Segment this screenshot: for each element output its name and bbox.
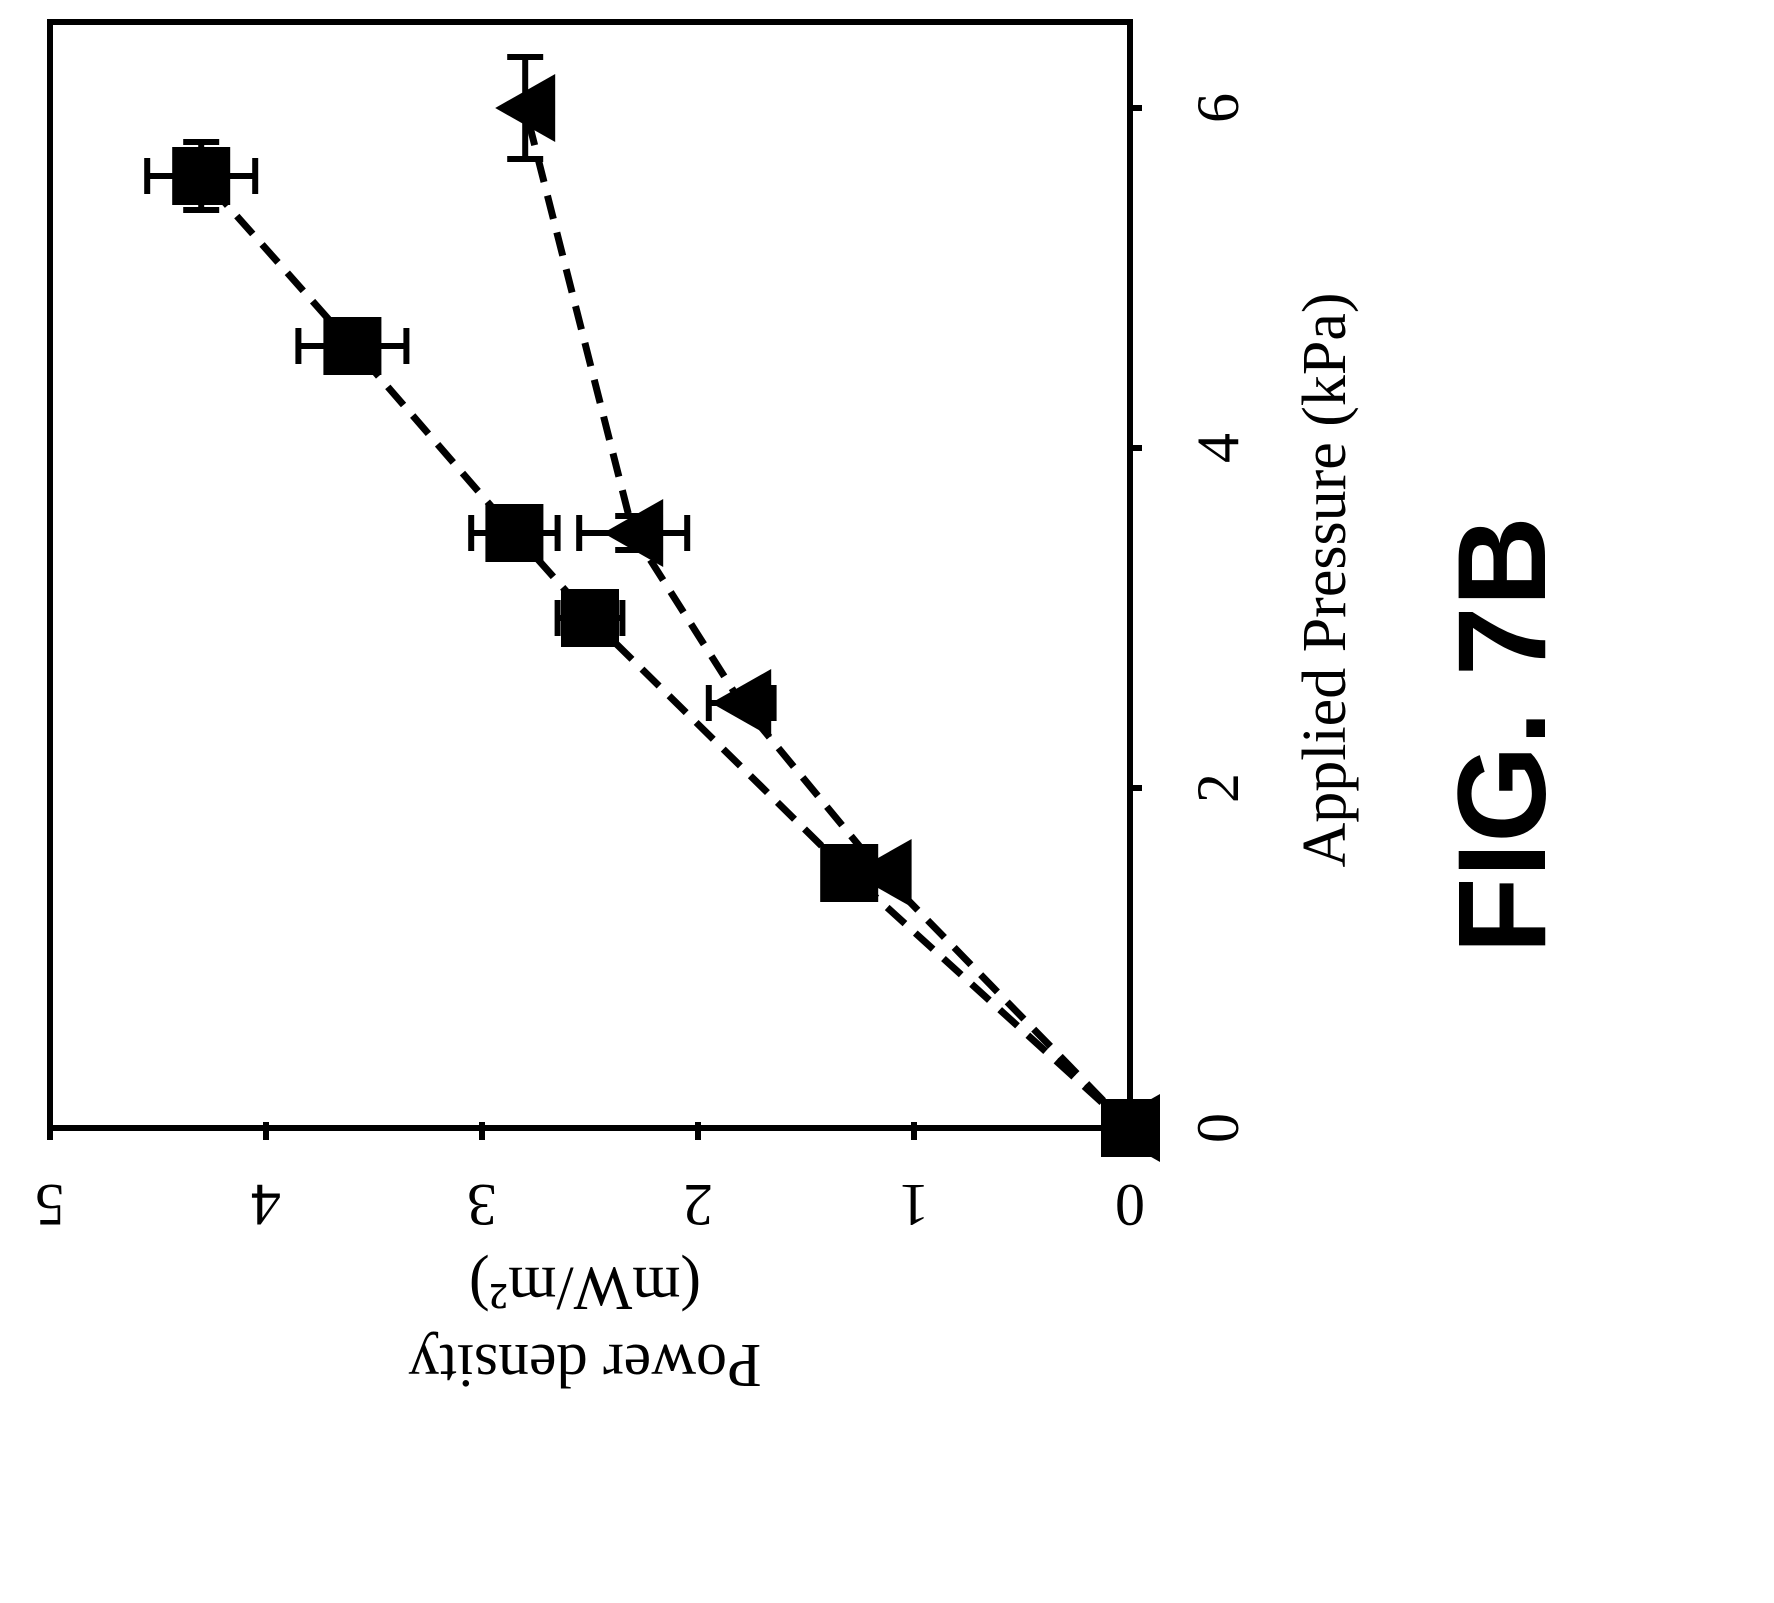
- triangle-marker: [711, 669, 772, 737]
- triangle-marker: [851, 839, 912, 907]
- triangle-marker: [495, 74, 556, 142]
- square-marker: [485, 504, 544, 562]
- x-tick-label: 6: [1185, 93, 1251, 123]
- y-tick-label: 4: [251, 1172, 281, 1238]
- y-axis-label-line1: Power density: [408, 1331, 761, 1399]
- y-tick-label: 5: [35, 1172, 65, 1238]
- x-axis-label: Applied Pressure (kPa): [1291, 292, 1359, 867]
- x-tick-label: 2: [1185, 773, 1251, 803]
- y-tick-label: 3: [467, 1172, 497, 1238]
- square-marker: [172, 147, 231, 205]
- square-marker: [561, 589, 619, 647]
- figure-label: FIG. 7B: [1433, 516, 1572, 954]
- y-axis-label-line2: (mW/m²): [469, 1254, 701, 1322]
- y-tick-label: 1: [899, 1172, 929, 1238]
- x-tick-label: 4: [1185, 433, 1251, 463]
- plot-frame: [47, 19, 1133, 1131]
- y-tick-label: 2: [683, 1172, 713, 1238]
- triangle-marker: [1100, 1094, 1160, 1162]
- y-tick-label: 0: [1115, 1172, 1145, 1238]
- x-tick-label: 0: [1185, 1113, 1251, 1143]
- square-marker: [323, 317, 382, 375]
- triangle-marker: [603, 499, 664, 567]
